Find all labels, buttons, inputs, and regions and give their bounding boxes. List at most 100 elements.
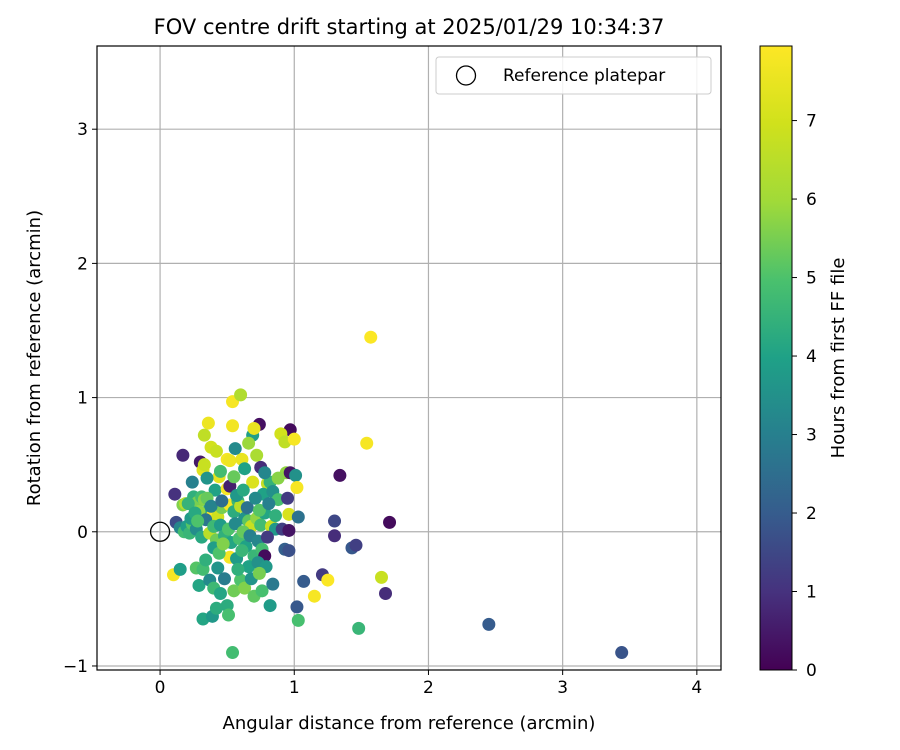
data-point <box>360 436 374 450</box>
data-point <box>236 483 250 497</box>
data-point <box>223 454 237 468</box>
y-tick-label: −1 <box>63 657 88 677</box>
data-point <box>260 530 274 544</box>
data-point <box>216 537 230 551</box>
data-point <box>374 570 388 584</box>
data-point <box>352 621 366 635</box>
data-point <box>349 538 363 552</box>
data-point <box>227 584 241 598</box>
data-point <box>181 497 195 511</box>
data-point <box>287 432 301 446</box>
data-point <box>247 421 261 435</box>
data-point <box>290 600 304 614</box>
y-tick-label: 0 <box>77 523 88 543</box>
data-point <box>321 573 335 587</box>
colorbar-tick-label: 7 <box>806 112 817 132</box>
data-point <box>209 601 223 615</box>
data-point <box>234 388 248 402</box>
data-point <box>209 444 223 458</box>
data-point <box>200 471 214 485</box>
y-tick-label: 1 <box>77 389 88 409</box>
data-point <box>255 584 269 598</box>
data-point <box>289 468 303 482</box>
data-point <box>291 613 305 627</box>
legend-reference-marker <box>455 65 477 86</box>
colorbar-tick-label: 2 <box>806 504 817 524</box>
data-point <box>215 494 229 508</box>
reference-platepar-marker <box>149 521 171 542</box>
data-point <box>228 442 242 456</box>
colorbar-gradient <box>759 45 793 671</box>
data-point <box>185 475 199 489</box>
chart-title: FOV centre drift starting at 2025/01/29 … <box>154 15 665 39</box>
data-point <box>297 574 311 588</box>
colorbar-tick-label: 0 <box>806 661 817 681</box>
colorbar-tick-label: 5 <box>806 269 817 289</box>
data-point <box>271 471 285 485</box>
data-point <box>252 566 266 580</box>
data-point <box>307 589 321 603</box>
data-point <box>211 561 225 575</box>
data-point <box>173 562 187 576</box>
colorbar-label: Hours from first FF file <box>828 258 849 459</box>
y-axis-label: Rotation from reference (arcmin) <box>24 210 45 506</box>
data-point <box>282 523 296 537</box>
data-point <box>291 510 305 524</box>
colorbar-tick-label: 6 <box>806 190 817 210</box>
data-point <box>379 587 393 601</box>
data-point <box>197 458 211 472</box>
data-point <box>266 577 280 591</box>
x-tick-label: 1 <box>289 678 300 698</box>
colorbar-tick-label: 3 <box>806 426 817 446</box>
data-point <box>228 517 242 531</box>
data-point <box>252 503 266 517</box>
data-point <box>201 416 215 430</box>
data-point <box>191 514 205 528</box>
data-point <box>208 483 222 497</box>
data-point <box>268 509 282 523</box>
data-point <box>227 470 241 484</box>
data-point <box>615 646 629 660</box>
y-tick-label: 2 <box>77 254 88 274</box>
data-point <box>290 480 304 494</box>
data-point <box>258 466 272 480</box>
data-point <box>226 646 240 660</box>
data-point <box>176 448 190 462</box>
x-axis-label: Angular distance from reference (arcmin) <box>223 713 596 734</box>
x-tick-label: 2 <box>423 678 434 698</box>
data-points <box>149 330 629 660</box>
data-point <box>254 518 268 532</box>
data-point <box>192 578 206 592</box>
colorbar: 0 1 2 3 4 5 6 7 Hours from first FF file <box>759 45 849 681</box>
data-point <box>482 617 496 631</box>
data-point <box>383 515 397 529</box>
x-axis-ticks: 0 1 2 3 4 <box>155 670 702 698</box>
data-point <box>262 497 276 511</box>
data-point <box>217 572 231 586</box>
data-point <box>250 448 264 462</box>
data-point <box>199 553 213 567</box>
data-point <box>328 529 342 543</box>
plot-frame <box>96 45 722 671</box>
colorbar-tick-label: 1 <box>806 583 817 603</box>
y-axis-ticks: −1 0 1 2 3 <box>63 120 97 677</box>
x-tick-label: 4 <box>691 678 702 698</box>
colorbar-ticks: 0 1 2 3 4 5 6 7 <box>792 112 817 681</box>
legend-box <box>435 56 712 95</box>
data-point <box>235 544 249 558</box>
data-point <box>246 475 260 489</box>
data-point <box>213 464 227 478</box>
legend: Reference platepar <box>435 56 712 95</box>
data-point <box>238 462 252 476</box>
data-point <box>248 491 262 505</box>
data-point <box>281 491 295 505</box>
data-point <box>240 501 254 515</box>
data-point <box>282 544 296 558</box>
data-point <box>263 599 277 613</box>
x-tick-label: 3 <box>557 678 568 698</box>
colorbar-tick-label: 4 <box>806 347 817 367</box>
legend-label-reference-platepar: Reference platepar <box>503 66 665 86</box>
data-point <box>204 499 218 513</box>
data-point <box>364 330 378 344</box>
